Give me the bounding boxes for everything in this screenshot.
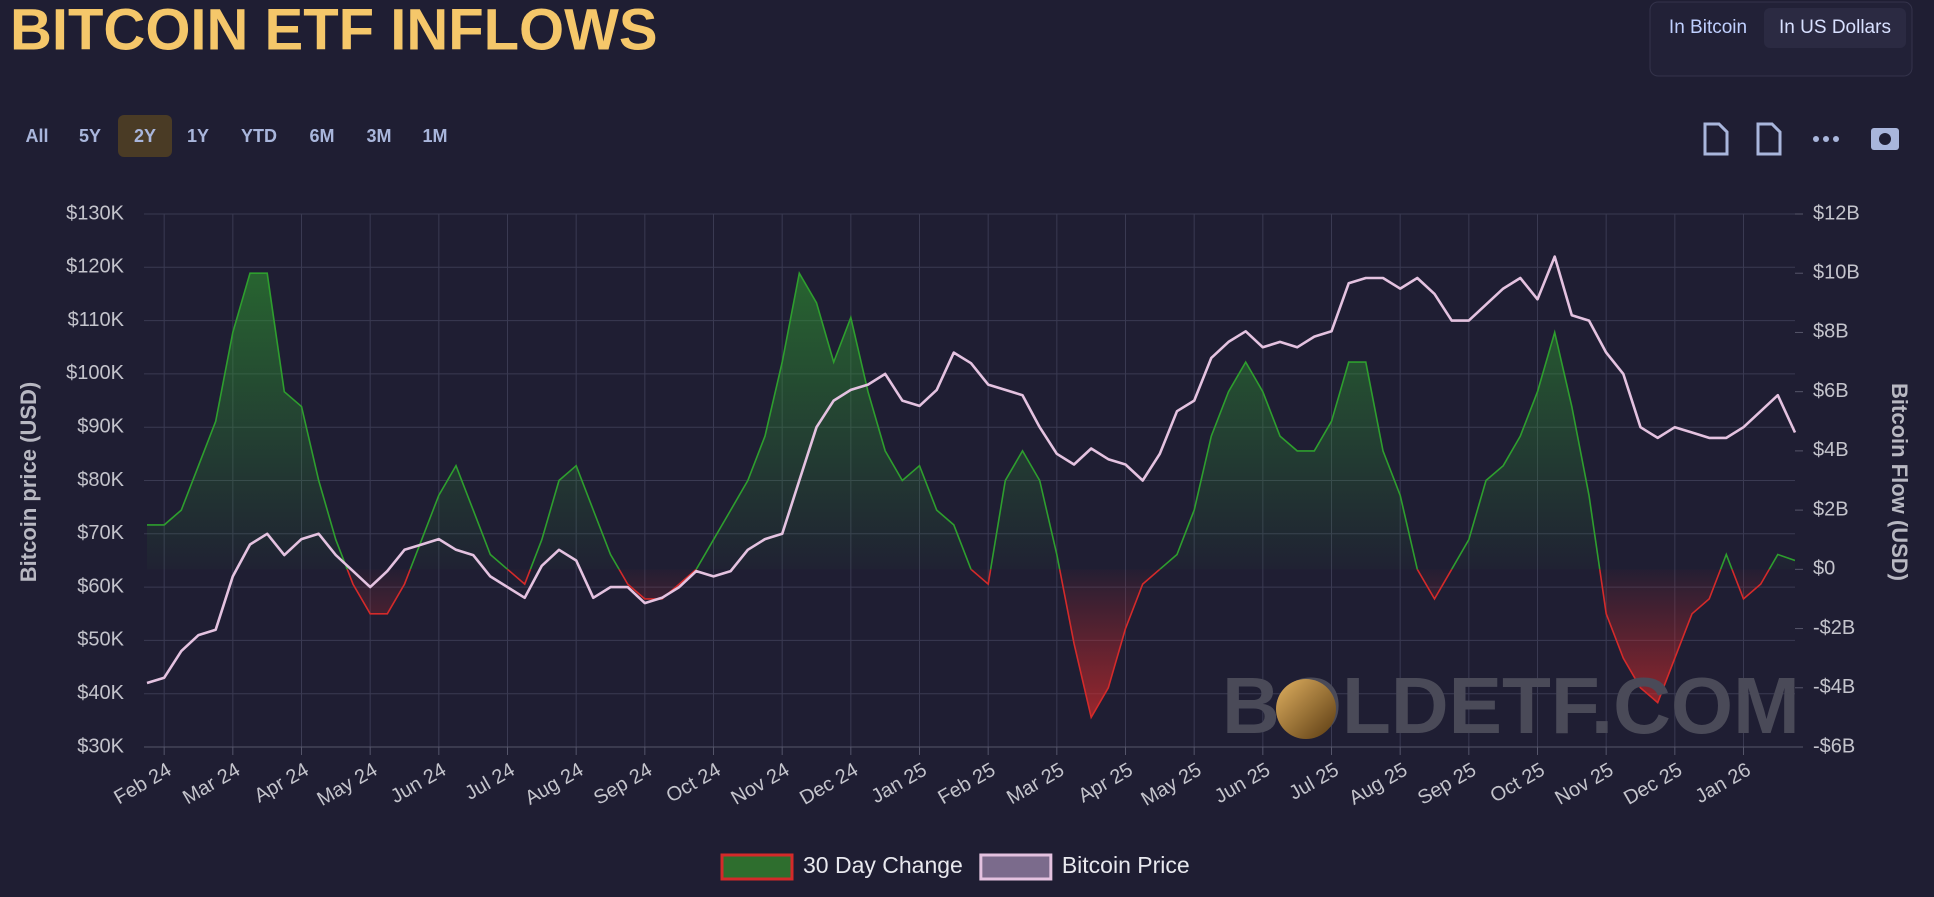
y2-tick-label: -$4B [1813, 676, 1855, 698]
legend-swatch[interactable] [720, 853, 794, 881]
y-tick-label: $90K [77, 415, 124, 437]
range-button[interactable]: 1M [422, 126, 447, 146]
toolbar-icons [1703, 122, 1899, 156]
range-button[interactable]: All [25, 126, 48, 146]
csv-icon[interactable] [1756, 122, 1782, 156]
unit-button[interactable]: In Bitcoin [1669, 17, 1747, 38]
y2-tick-label: $8B [1813, 321, 1849, 343]
range-button[interactable]: 3M [366, 126, 391, 146]
legend-label[interactable]: 30 Day Change [803, 852, 963, 878]
flow-line-positive [147, 270, 1795, 570]
y2-tick-label: $6B [1813, 380, 1849, 402]
y-tick-label: $40K [77, 682, 124, 704]
menu-icon [1833, 136, 1839, 142]
range-button[interactable]: 5Y [79, 126, 101, 146]
flow-area-negative [347, 569, 1770, 718]
y-tick-label: $130K [66, 202, 124, 224]
range-button[interactable]: YTD [241, 126, 277, 146]
y-tick-label: $100K [66, 362, 124, 384]
y2-tick-label: $4B [1813, 439, 1849, 461]
y2-tick-label: $12B [1813, 202, 1860, 224]
y2-tick-label: -$2B [1813, 617, 1855, 639]
price-line [146, 255, 1797, 685]
legend-swatch[interactable] [979, 853, 1053, 881]
unit-selected-bg [1764, 8, 1906, 48]
camera-lens [1879, 133, 1891, 145]
menu-icon[interactable] [1813, 136, 1819, 142]
y-tick-label: $50K [77, 629, 124, 651]
y2-axis-title: Bitcoin Flow (USD) [1887, 383, 1912, 581]
y-axis-title: Bitcoin price (USD) [16, 382, 41, 582]
y-tick-label: $70K [77, 522, 124, 544]
legend-label[interactable]: Bitcoin Price [1062, 852, 1190, 878]
y2-tick-label: $0 [1813, 558, 1835, 580]
y2-tick-label: $10B [1813, 262, 1860, 284]
range-selected-bg [118, 115, 172, 157]
menu-icon [1823, 136, 1829, 142]
y-tick-label: $110K [68, 309, 125, 331]
watermark-coin [1276, 679, 1336, 739]
flow-area-positive [147, 273, 1795, 570]
unit-button[interactable]: In US Dollars [1779, 17, 1891, 38]
y2-tick-label: $2B [1813, 498, 1849, 520]
range-button[interactable]: 2Y [134, 126, 156, 146]
chart-title: BITCOIN ETF INFLOWS [10, 0, 658, 62]
embed-icon[interactable] [1703, 122, 1729, 156]
y-tick-label: $120K [66, 256, 124, 278]
y-tick-label: $60K [77, 575, 124, 597]
range-button[interactable]: 6M [309, 126, 334, 146]
y2-tick-label: -$6B [1813, 735, 1855, 757]
y-tick-label: $80K [77, 469, 124, 491]
y-tick-label: $30K [77, 735, 124, 757]
range-button[interactable]: 1Y [187, 126, 209, 146]
